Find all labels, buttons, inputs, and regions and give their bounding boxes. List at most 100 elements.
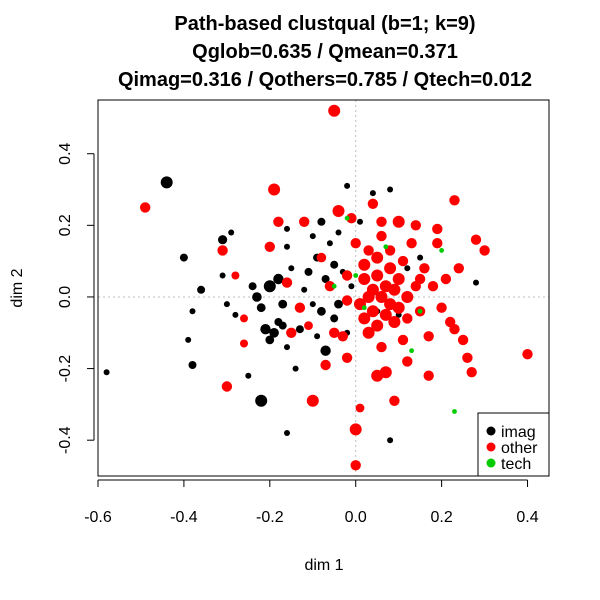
data-point-other xyxy=(449,324,460,335)
data-point-other xyxy=(397,334,409,346)
data-point-tech xyxy=(452,409,457,414)
data-point-other xyxy=(457,334,469,346)
data-point-other xyxy=(392,215,405,228)
data-point-other xyxy=(414,273,426,285)
data-point-tech xyxy=(344,215,350,221)
legend-marker-other xyxy=(486,442,496,452)
data-point-other xyxy=(341,295,353,306)
data-point-imag xyxy=(317,306,326,316)
data-point-other xyxy=(410,220,421,231)
data-point-other xyxy=(371,369,384,382)
data-point-imag xyxy=(223,301,230,308)
data-point-other xyxy=(240,339,248,348)
x-tick-label: 0.4 xyxy=(516,509,538,526)
data-point-imag xyxy=(188,361,197,369)
data-point-imag xyxy=(103,369,110,376)
x-tick-label: 0.0 xyxy=(345,509,367,526)
data-point-other xyxy=(299,216,310,227)
y-axis-label: dim 2 xyxy=(9,268,26,307)
title-line-3: Qimag=0.316 / Qothers=0.785 / Qtech=0.01… xyxy=(118,69,532,91)
data-point-imag xyxy=(218,235,228,245)
data-point-other xyxy=(363,245,374,256)
chart-title: Path-based clustqual (b=1; k=9) Qglob=0.… xyxy=(118,13,532,91)
data-point-other xyxy=(406,238,417,249)
data-point-other xyxy=(453,263,464,274)
data-point-other xyxy=(358,312,371,325)
data-point-other xyxy=(427,281,439,292)
data-point-other xyxy=(397,255,409,267)
data-point-imag xyxy=(348,283,355,290)
data-point-other xyxy=(371,269,384,282)
data-point-other xyxy=(392,273,405,285)
data-point-imag xyxy=(219,272,226,279)
legend-marker-tech xyxy=(486,458,496,468)
data-point-imag xyxy=(248,282,257,291)
data-point-tech xyxy=(361,305,367,311)
data-point-imag xyxy=(309,301,316,308)
data-point-imag xyxy=(278,321,287,330)
y-axis: -0.4 -0.2 0.0 0.2 0.4 xyxy=(57,142,95,454)
data-point-other xyxy=(324,281,336,292)
data-point-other xyxy=(362,326,375,339)
data-point-imag xyxy=(197,285,206,294)
legend-label-other: other xyxy=(501,440,538,457)
data-point-imag xyxy=(317,217,326,226)
data-point-other xyxy=(358,258,371,271)
legend-label-imag: imag xyxy=(501,424,536,441)
data-point-other xyxy=(320,359,331,371)
data-point-other xyxy=(366,283,379,296)
data-point-other xyxy=(281,277,293,288)
data-point-imag xyxy=(256,303,266,313)
data-point-imag xyxy=(245,372,252,379)
data-point-other xyxy=(440,273,452,285)
legend-label-tech: tech xyxy=(501,456,531,473)
series-tech xyxy=(331,215,457,414)
series-other xyxy=(140,104,533,471)
data-point-imag xyxy=(344,182,351,189)
data-point-imag xyxy=(473,279,479,286)
data-point-imag xyxy=(387,437,394,444)
data-point-other xyxy=(358,273,371,285)
data-point-imag xyxy=(228,229,235,236)
data-point-other xyxy=(294,302,306,313)
data-point-imag xyxy=(284,243,290,250)
data-point-tech xyxy=(417,308,423,314)
data-point-other xyxy=(419,263,430,274)
data-point-imag xyxy=(295,325,304,334)
data-point-imag xyxy=(321,275,330,283)
title-line-1: Path-based clustqual (b=1; k=9) xyxy=(174,13,475,35)
data-points xyxy=(103,104,533,471)
data-point-imag xyxy=(263,280,276,293)
data-point-imag xyxy=(314,333,321,340)
data-point-other xyxy=(423,370,434,381)
data-point-other xyxy=(341,270,353,281)
data-point-imag xyxy=(179,253,188,262)
data-point-imag xyxy=(335,229,342,236)
data-point-other xyxy=(355,403,365,413)
data-point-imag xyxy=(260,324,271,335)
data-point-other xyxy=(401,291,414,303)
title-line-2: Qglob=0.635 / Qmean=0.371 xyxy=(192,41,458,63)
data-point-imag xyxy=(309,233,316,240)
x-axis: -0.6 -0.4 -0.2 0.0 0.2 0.4 xyxy=(84,479,539,526)
data-point-other xyxy=(217,245,228,256)
data-point-other xyxy=(375,291,388,303)
data-point-other xyxy=(341,352,353,363)
data-point-other xyxy=(379,308,392,321)
data-point-imag xyxy=(273,273,284,285)
data-point-imag xyxy=(265,335,275,345)
data-point-other xyxy=(389,395,400,406)
legend-marker-imag xyxy=(486,426,496,436)
x-tick-label: 0.2 xyxy=(430,509,452,526)
series-imag xyxy=(103,176,479,444)
data-point-imag xyxy=(369,190,376,197)
data-point-other xyxy=(329,327,340,338)
data-point-other xyxy=(423,331,434,342)
data-point-other xyxy=(316,252,327,263)
data-point-imag xyxy=(387,186,394,193)
data-point-other xyxy=(371,319,384,332)
data-point-other xyxy=(332,205,345,217)
x-tick-label: -0.6 xyxy=(84,509,112,526)
data-point-other xyxy=(273,216,284,227)
